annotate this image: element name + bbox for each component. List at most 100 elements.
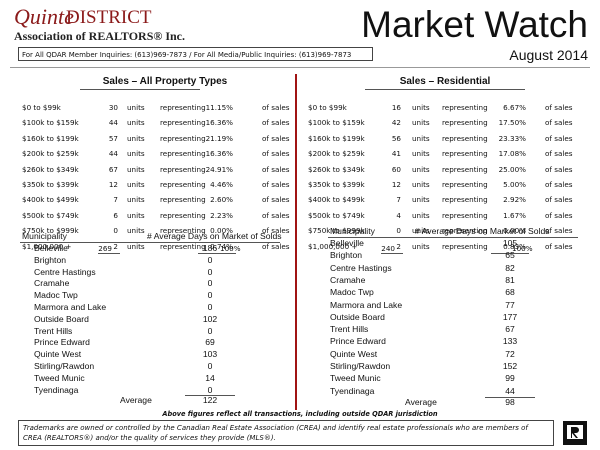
of-sales-word: of sales: [545, 149, 573, 159]
municipality: Tyendinaga: [34, 384, 79, 395]
representing-word: representing: [442, 103, 488, 112]
price-range: $350k to $399k: [308, 180, 365, 189]
avg-days: 0: [207, 254, 213, 265]
of-sales-word: of sales: [262, 133, 290, 143]
price-range: $200k to $259k: [22, 149, 79, 159]
units-word: units: [127, 103, 145, 112]
price-range: $1,000,000 +: [22, 241, 72, 251]
representing-word: representing: [442, 241, 488, 251]
unit-count: 42: [391, 118, 401, 128]
muni-header: Municipality: [330, 226, 375, 236]
avg-days: 0: [207, 302, 213, 312]
of-sales-word: of sales: [262, 180, 290, 189]
avg-days: 103: [202, 349, 218, 360]
representing-word: representing: [160, 164, 206, 174]
municipality: Marmora and Lake: [330, 299, 403, 310]
percent: 24.91%: [205, 164, 233, 174]
of-sales-word: of sales: [545, 226, 573, 236]
header-rule: [10, 67, 590, 68]
municipality: Brighton: [34, 254, 67, 265]
percent: 23.33%: [498, 133, 526, 143]
units-word: units: [412, 133, 430, 143]
rule: [198, 253, 236, 254]
page-title: Market Watch: [361, 4, 588, 45]
average-label: Average: [405, 396, 437, 407]
inquiries: For All QDAR Member Inquiries: (613)969-…: [18, 47, 373, 61]
units-word: units: [127, 226, 145, 236]
municipality: Prince Edward: [330, 336, 386, 347]
units-word: units: [127, 180, 145, 189]
representing-word: representing: [160, 241, 206, 251]
rule: [491, 253, 529, 254]
representing-word: representing: [160, 195, 206, 205]
of-sales-word: of sales: [545, 195, 573, 205]
representing-word: representing: [442, 226, 488, 236]
price-range: $260k to $349k: [22, 164, 79, 174]
percent: 0.83%: [503, 241, 526, 251]
avg-days: 14: [205, 372, 215, 383]
percent: 0.74%: [210, 241, 233, 251]
representing-word: representing: [442, 195, 488, 205]
representing-word: representing: [160, 210, 206, 220]
total-percent: 100%: [220, 244, 241, 253]
units-word: units: [127, 149, 145, 159]
percent: 25.00%: [498, 164, 526, 174]
average-value: 98: [505, 396, 515, 407]
unit-count: 41: [391, 149, 401, 159]
of-sales-word: of sales: [545, 210, 573, 220]
unit-count: 57: [108, 133, 118, 143]
of-sales-word: of sales: [262, 164, 290, 174]
of-sales-word: of sales: [545, 241, 573, 251]
price-range: $400k to $499k: [308, 195, 365, 205]
percent: 2.23%: [210, 210, 233, 220]
municipality: Madoc Twp: [34, 290, 78, 301]
price-range: $100k to $159k: [308, 118, 365, 128]
of-sales-word: of sales: [262, 195, 290, 205]
municipality: Belleville: [34, 243, 68, 253]
price-range: $200k to $259k: [308, 149, 365, 159]
avg-days: 67: [505, 324, 515, 335]
municipality: Outside Board: [34, 313, 89, 324]
units-word: units: [127, 241, 145, 251]
unit-count: 56: [391, 133, 401, 143]
of-sales-word: of sales: [262, 241, 290, 251]
days-header: # Average Days on Market of Solds: [147, 231, 282, 241]
units-word: units: [412, 118, 430, 128]
rule: [185, 395, 235, 397]
average-value: 122: [202, 395, 218, 406]
price-range: $750k to $999k: [22, 226, 79, 236]
unit-count: 4: [396, 210, 401, 220]
of-sales-word: of sales: [545, 133, 573, 143]
unit-count: 2: [113, 241, 118, 251]
price-range: $260k to $349k: [308, 164, 365, 174]
logo-word: DISTRICT: [66, 7, 152, 28]
trademark: Trademarks are owned or controlled by th…: [18, 420, 554, 446]
rule: [365, 89, 525, 90]
representing-word: representing: [442, 180, 488, 189]
price-range: $500k to $749k: [22, 210, 79, 220]
unit-count: 67: [108, 164, 118, 174]
avg-days: 0: [207, 278, 213, 289]
avg-days: 65: [505, 250, 515, 261]
days-header: # Average Days on Market of Solds: [415, 226, 550, 236]
municipality: Centre Hastings: [330, 262, 392, 273]
representing-word: representing: [160, 226, 206, 236]
price-range: $160k to $199k: [22, 133, 79, 143]
units-word: units: [127, 195, 145, 205]
price-range: $750k to $999k: [308, 226, 365, 236]
unit-count: 12: [108, 180, 118, 189]
association: Association of REALTORS® Inc.: [14, 29, 185, 43]
percent: 17.50%: [498, 118, 526, 128]
municipality: Stirling/Rawdon: [330, 361, 391, 371]
of-sales-word: of sales: [545, 103, 573, 112]
avg-days: 102: [202, 313, 218, 324]
avg-days: 81: [505, 274, 515, 285]
muni-header: Municipality: [22, 231, 67, 241]
of-sales-word: of sales: [545, 180, 573, 189]
avg-days: 0: [207, 290, 213, 301]
units-word: units: [127, 118, 145, 128]
unit-count: 30: [108, 103, 118, 112]
percent: 17.08%: [498, 149, 526, 159]
avg-days: 68: [505, 287, 515, 298]
